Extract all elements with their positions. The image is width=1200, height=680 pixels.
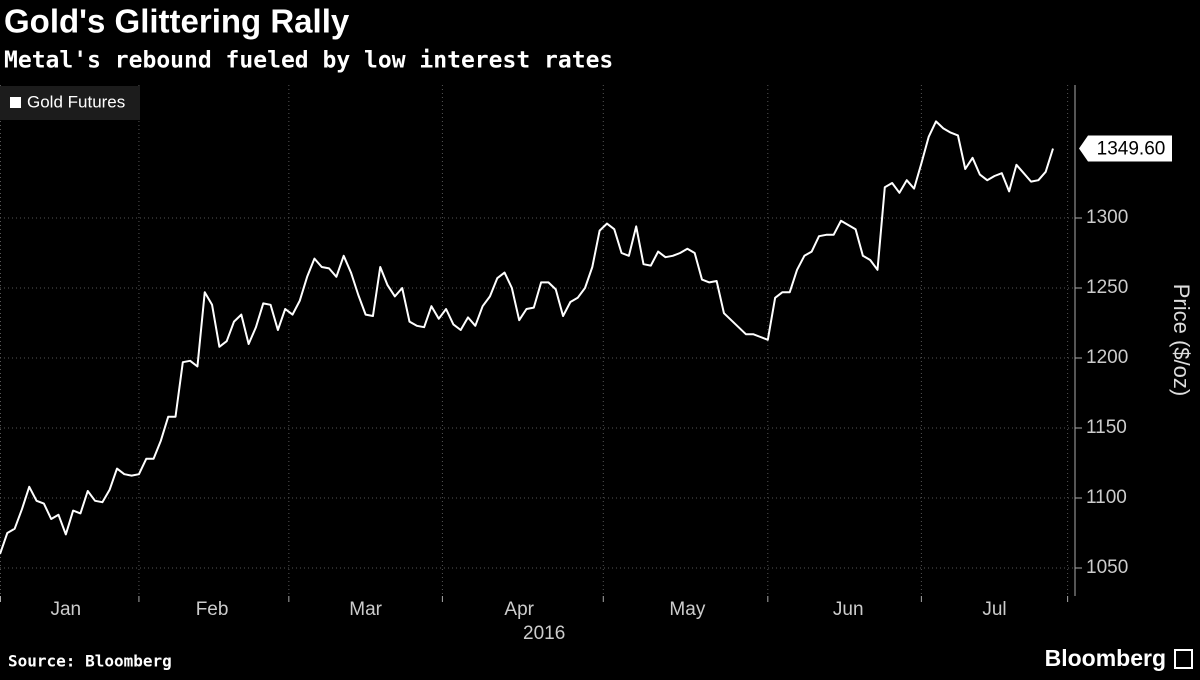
y-tick-label: 1300 <box>1086 207 1128 228</box>
line <box>0 120 1054 555</box>
legend-box <box>0 86 140 120</box>
x-tick-label: Mar <box>349 599 382 620</box>
legend-swatch <box>10 97 21 108</box>
y-tick-label: 1250 <box>1086 277 1128 298</box>
x-tick-label: May <box>669 599 705 620</box>
source: Source: Bloomberg <box>8 652 172 671</box>
x-sublabel: 2016 <box>523 623 565 644</box>
callout-box <box>1079 135 1172 162</box>
y-tick-label: 1150 <box>1086 417 1127 438</box>
x-tick-label: Jun <box>833 599 864 620</box>
brand-icon <box>1174 649 1193 669</box>
y-tick-label: 1050 <box>1086 557 1128 578</box>
y-tick-label: 1200 <box>1086 347 1128 368</box>
x-tick-label: Apr <box>504 599 534 620</box>
x-tick-label: Jan <box>50 599 81 620</box>
brand: Bloomberg <box>1045 645 1166 671</box>
x-tick-label: Jul <box>982 599 1006 620</box>
y-tick-label: 1100 <box>1086 487 1127 508</box>
y-axis-label: Price ($/oz) <box>1169 284 1194 396</box>
chart-subtitle: Metal's rebound fueled by low interest r… <box>4 48 613 74</box>
callout-label: 1349.60 <box>1097 139 1166 160</box>
chart-title: Gold's Glittering Rally <box>4 3 350 40</box>
x-tick-label: Feb <box>196 599 229 620</box>
legend-label: Gold Futures <box>27 92 125 111</box>
